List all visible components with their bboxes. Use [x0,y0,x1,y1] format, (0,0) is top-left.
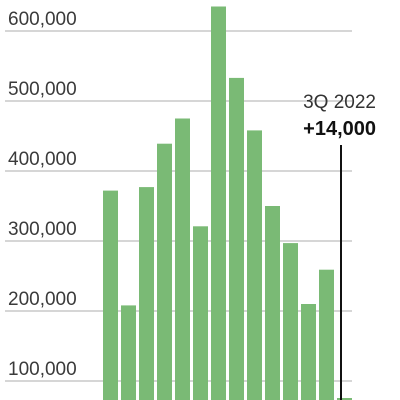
y-tick-label: 600,000 [8,9,77,30]
bar [247,130,262,400]
y-axis-tick-labels: 100,000 200,000 300,000 400,000 500,000 600,0… [8,9,77,380]
y-tick-label: 400,000 [8,149,77,170]
bar [283,243,298,400]
y-tick-label: 300,000 [8,219,77,240]
bar [211,6,226,400]
bar [121,305,136,400]
bar [193,226,208,400]
latest-quarter-annotation: 3Q 2022 +14,000 [303,92,376,400]
bar [265,206,280,400]
bar [301,304,316,400]
annotation-period-label: 3Q 2022 [303,92,376,113]
bar [319,269,334,400]
annotation-value-label: +14,000 [303,118,376,140]
bar [157,143,172,400]
bar [337,398,352,400]
bars [103,6,352,400]
bar [229,77,244,400]
bar [175,118,190,400]
bar [139,187,154,400]
y-tick-label: 200,000 [8,289,77,310]
bar [103,190,118,400]
y-tick-label: 500,000 [8,79,77,100]
y-tick-label: 100,000 [8,359,77,380]
